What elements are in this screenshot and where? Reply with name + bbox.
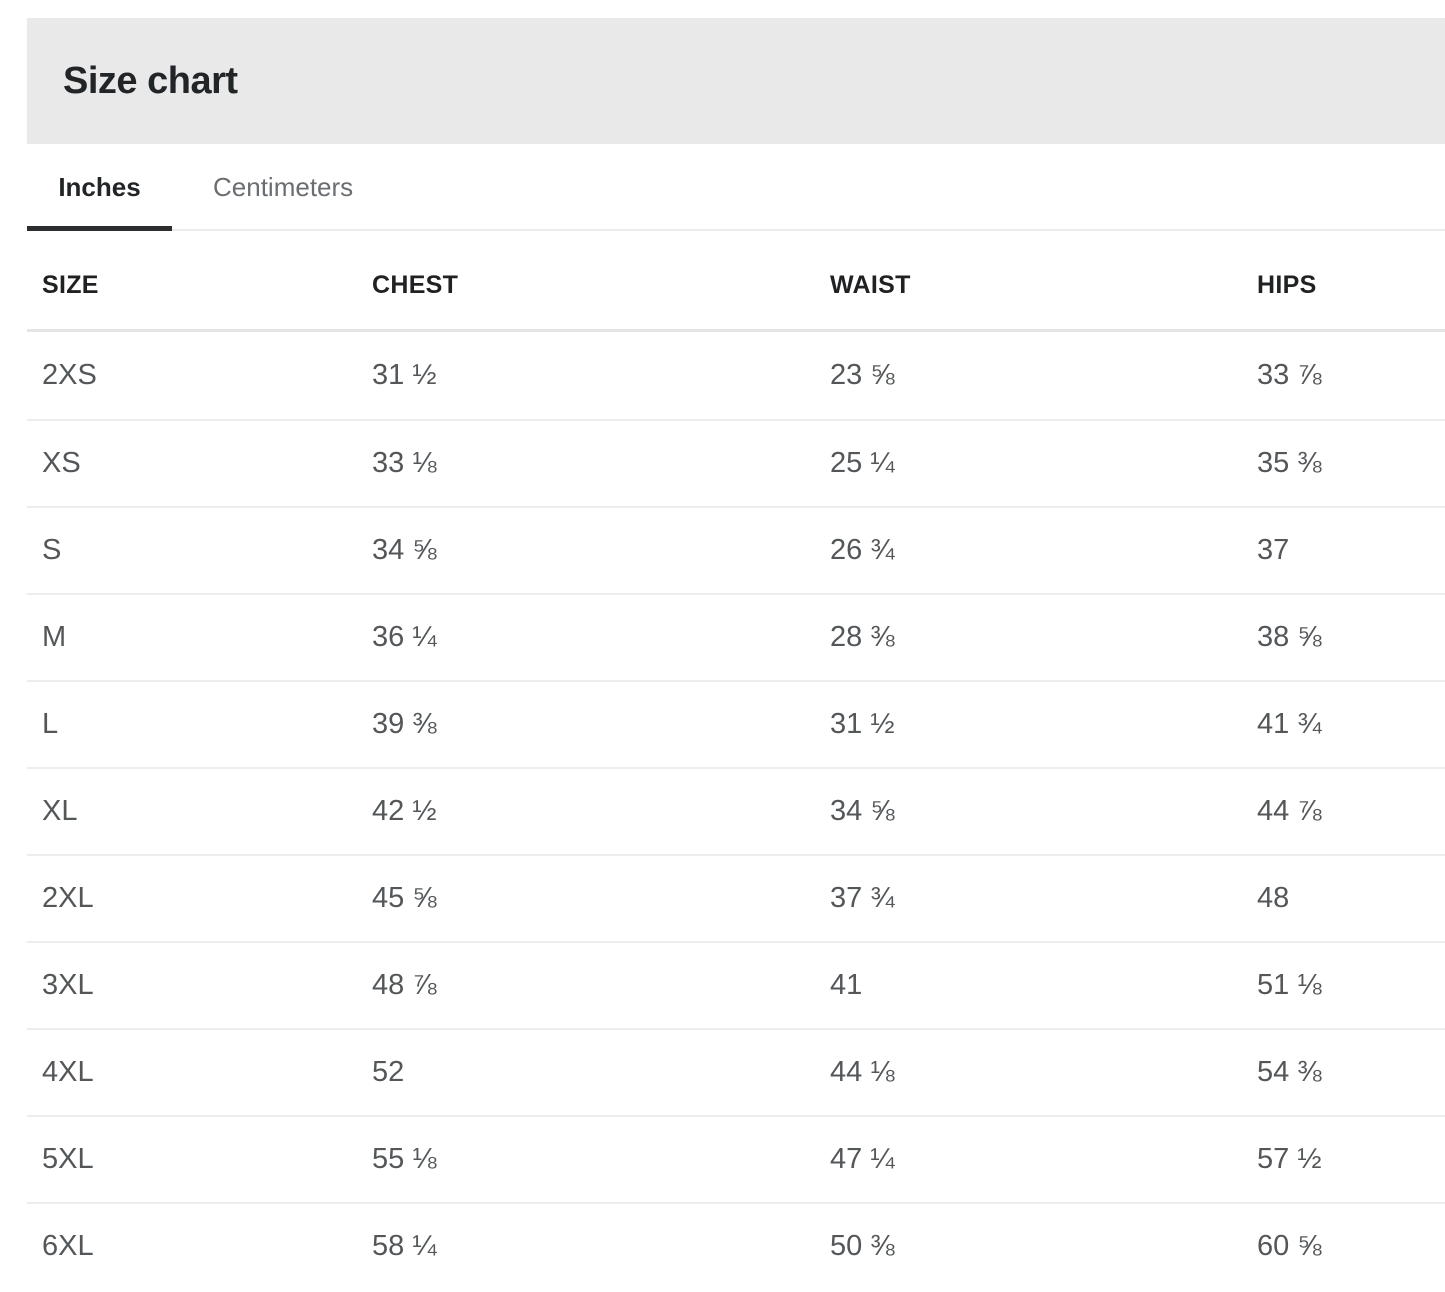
table-row: 5XL 55 ⅛ 47 ¼ 57 ½ <box>27 1115 1445 1202</box>
table-row: XS 33 ⅛ 25 ¼ 35 ⅜ <box>27 419 1445 506</box>
cell-chest: 36 ¼ <box>372 621 437 653</box>
cell-chest: 42 ½ <box>372 795 437 827</box>
cell-hips: 37 <box>1257 534 1290 566</box>
cell-size: XL <box>42 795 78 827</box>
cell-chest: 52 <box>372 1056 405 1088</box>
column-header-waist: WAIST <box>830 270 911 299</box>
cell-waist: 47 ¼ <box>830 1143 895 1175</box>
cell-waist: 34 ⅝ <box>830 795 895 827</box>
table-header-row: SIZE CHEST WAIST HIPS <box>27 231 1445 332</box>
cell-chest: 45 ⅝ <box>372 882 437 914</box>
cell-waist: 37 ¾ <box>830 882 895 914</box>
cell-chest: 34 ⅝ <box>372 534 437 566</box>
cell-waist: 41 <box>830 969 863 1001</box>
cell-waist: 28 ⅜ <box>830 621 895 653</box>
cell-chest: 31 ½ <box>372 359 437 391</box>
cell-chest: 58 ¼ <box>372 1230 437 1262</box>
table-row: 3XL 48 ⅞ 41 51 ⅛ <box>27 941 1445 1028</box>
size-chart-panel: Size chart Inches Centimeters SIZE CHEST… <box>27 18 1445 1289</box>
cell-size: XS <box>42 447 81 479</box>
cell-size: L <box>42 708 59 740</box>
size-chart-header: Size chart <box>27 18 1445 144</box>
tab-inches[interactable]: Inches <box>27 144 172 231</box>
cell-hips: 57 ½ <box>1257 1143 1322 1175</box>
page-title: Size chart <box>63 59 238 102</box>
cell-waist: 23 ⅝ <box>830 359 895 391</box>
cell-hips: 33 ⅞ <box>1257 359 1322 391</box>
cell-waist: 50 ⅜ <box>830 1230 895 1262</box>
cell-waist: 31 ½ <box>830 708 895 740</box>
column-header-hips: HIPS <box>1257 270 1317 299</box>
cell-chest: 48 ⅞ <box>372 969 437 1001</box>
table-row: M 36 ¼ 28 ⅜ 38 ⅝ <box>27 593 1445 680</box>
cell-hips: 35 ⅜ <box>1257 447 1322 479</box>
table-row: 2XS 31 ½ 23 ⅝ 33 ⅞ <box>27 332 1445 419</box>
column-header-chest: CHEST <box>372 270 459 299</box>
tab-centimeters[interactable]: Centimeters <box>213 172 354 202</box>
cell-size: M <box>42 621 67 653</box>
cell-size: 3XL <box>42 969 94 1001</box>
cell-hips: 60 ⅝ <box>1257 1230 1322 1262</box>
cell-chest: 39 ⅜ <box>372 708 437 740</box>
table-row: XL 42 ½ 34 ⅝ 44 ⅞ <box>27 767 1445 854</box>
table-row: 2XL 45 ⅝ 37 ¾ 48 <box>27 854 1445 941</box>
cell-waist: 26 ¾ <box>830 534 895 566</box>
cell-hips: 51 ⅛ <box>1257 969 1322 1001</box>
table-row: L 39 ⅜ 31 ½ 41 ¾ <box>27 680 1445 767</box>
cell-hips: 48 <box>1257 882 1290 914</box>
cell-size: 5XL <box>42 1143 94 1175</box>
column-header-size: SIZE <box>42 270 99 299</box>
cell-waist: 25 ¼ <box>830 447 895 479</box>
table-row: 4XL 52 44 ⅛ 54 ⅜ <box>27 1028 1445 1115</box>
cell-size: 6XL <box>42 1230 94 1262</box>
table-row: S 34 ⅝ 26 ¾ 37 <box>27 506 1445 593</box>
cell-hips: 44 ⅞ <box>1257 795 1322 827</box>
cell-size: 2XS <box>42 359 97 391</box>
table-row: 6XL 58 ¼ 50 ⅜ 60 ⅝ <box>27 1202 1445 1289</box>
cell-hips: 41 ¾ <box>1257 708 1322 740</box>
cell-size: 2XL <box>42 882 94 914</box>
unit-tabs: Inches Centimeters <box>27 144 1445 231</box>
cell-hips: 38 ⅝ <box>1257 621 1322 653</box>
cell-chest: 33 ⅛ <box>372 447 437 479</box>
cell-size: 4XL <box>42 1056 94 1088</box>
cell-size: S <box>42 534 62 566</box>
cell-hips: 54 ⅜ <box>1257 1056 1322 1088</box>
cell-chest: 55 ⅛ <box>372 1143 437 1175</box>
cell-waist: 44 ⅛ <box>830 1056 895 1088</box>
